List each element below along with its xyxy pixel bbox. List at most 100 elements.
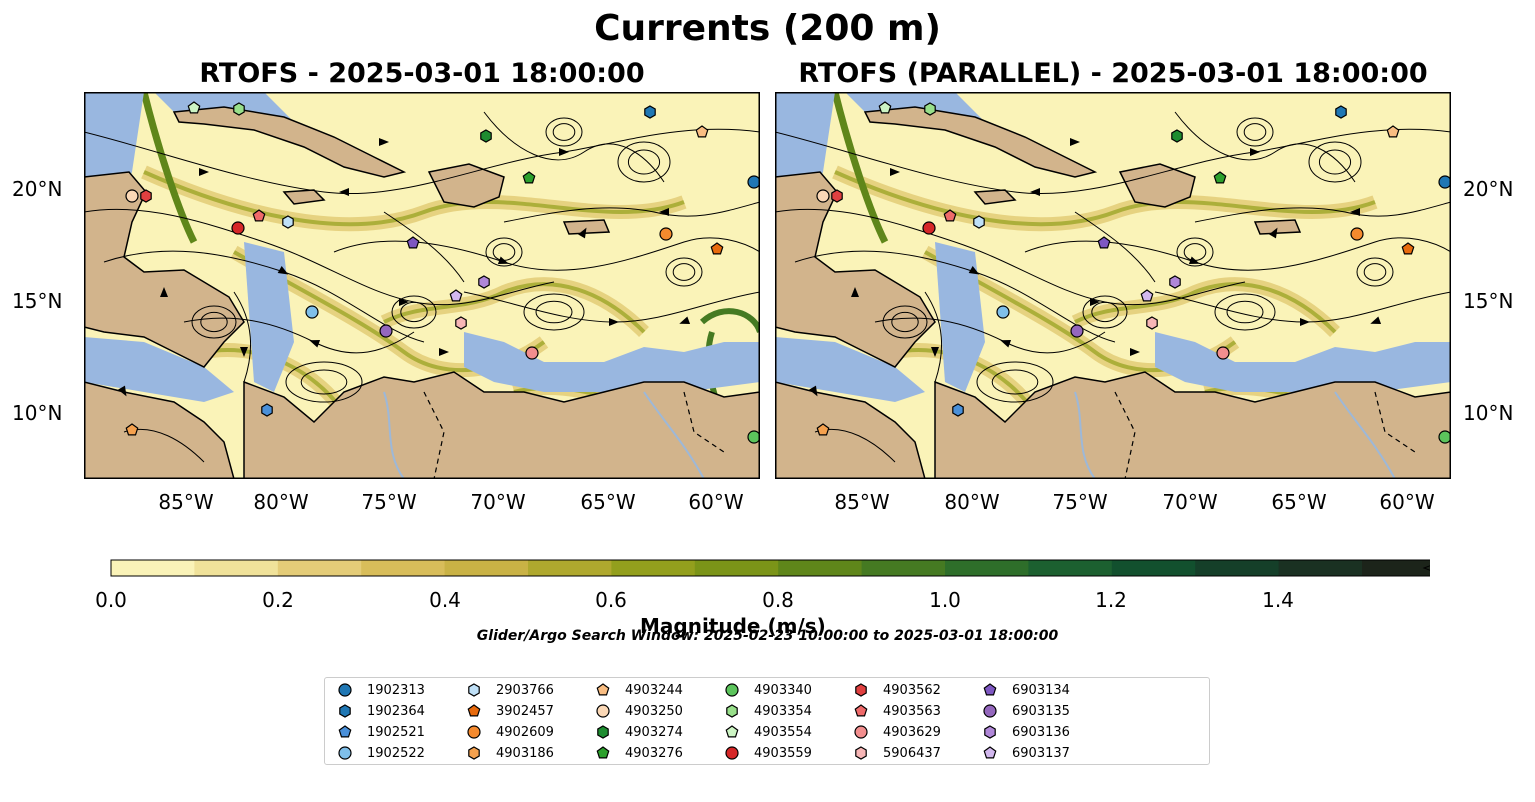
legend-marker-icon[interactable] — [726, 704, 738, 718]
colorbar-segment — [611, 560, 696, 576]
colorbar-segment — [361, 560, 446, 576]
float-marker[interactable] — [1401, 242, 1415, 255]
legend-marker-icon[interactable] — [855, 683, 867, 697]
float-marker[interactable] — [1097, 236, 1111, 249]
float-marker[interactable] — [710, 242, 724, 255]
legend-marker-icon[interactable] — [854, 704, 868, 717]
colorbar-tick: 1.2 — [1095, 588, 1127, 612]
float-marker[interactable] — [1216, 346, 1230, 360]
legend-marker-icon[interactable] — [855, 746, 867, 760]
float-marker[interactable] — [924, 102, 936, 116]
float-marker[interactable] — [231, 221, 245, 235]
legend-marker-icon — [338, 746, 352, 760]
legend-entry: 4903563 — [851, 701, 941, 721]
panel-title-rtofs-parallel: RTOFS (PARALLEL) - 2025-03-01 18:00:00 — [798, 58, 1428, 89]
legend-marker-icon[interactable] — [467, 725, 481, 739]
streamline — [84, 208, 555, 306]
float-marker[interactable] — [952, 403, 964, 417]
float-marker[interactable] — [1213, 171, 1227, 184]
legend-marker-icon[interactable] — [339, 704, 351, 718]
float-marker[interactable] — [125, 189, 139, 203]
legend-marker-icon[interactable] — [725, 725, 739, 738]
colorbar-tick: 1.0 — [929, 588, 961, 612]
float-marker[interactable] — [379, 324, 393, 338]
float-marker[interactable] — [943, 209, 957, 222]
map-panel-rtofs[interactable] — [84, 92, 760, 479]
float-marker[interactable] — [1070, 324, 1084, 338]
float-marker[interactable] — [831, 189, 843, 203]
legend-marker-icon[interactable] — [854, 725, 868, 739]
eddy-streamline — [1236, 117, 1274, 147]
legend-marker-icon[interactable] — [468, 683, 480, 697]
legend-marker-icon[interactable] — [338, 746, 352, 760]
float-marker[interactable] — [1438, 430, 1451, 444]
float-marker[interactable] — [282, 215, 294, 229]
legend-marker-icon[interactable] — [983, 746, 997, 759]
legend-marker-icon[interactable] — [468, 746, 480, 760]
legend-marker-icon[interactable] — [983, 683, 997, 696]
float-marker[interactable] — [695, 125, 709, 138]
float-marker[interactable] — [644, 105, 656, 119]
float-marker[interactable] — [1171, 129, 1183, 143]
float-marker[interactable] — [816, 189, 830, 203]
float-marker[interactable] — [187, 101, 201, 114]
streamline-arrow — [578, 227, 587, 239]
float-marker[interactable] — [973, 215, 985, 229]
float-marker[interactable] — [747, 175, 760, 189]
float-marker[interactable] — [1335, 105, 1347, 119]
legend-entry: 1902313 — [335, 680, 425, 700]
float-marker[interactable] — [1169, 275, 1181, 289]
eddy-streamline — [1091, 301, 1119, 323]
float-marker[interactable] — [1140, 289, 1154, 302]
legend-marker-icon[interactable] — [983, 704, 997, 718]
float-marker[interactable] — [455, 316, 467, 330]
float-marker[interactable] — [996, 305, 1010, 319]
float-marker[interactable] — [922, 221, 936, 235]
float-marker[interactable] — [252, 209, 266, 222]
legend-marker-icon[interactable] — [725, 683, 739, 697]
float-marker[interactable] — [747, 430, 760, 444]
eddy-streamline — [1176, 237, 1214, 267]
x-tick-label: 75°W — [361, 490, 417, 514]
float-marker[interactable] — [522, 171, 536, 184]
river — [1334, 391, 1396, 479]
colorbar-tick: 0.6 — [595, 588, 627, 612]
float-marker[interactable] — [1350, 227, 1364, 241]
legend-marker-icon[interactable] — [596, 746, 610, 759]
x-tick-label: 75°W — [1052, 490, 1108, 514]
legend-marker-icon[interactable] — [338, 725, 352, 738]
float-marker[interactable] — [659, 227, 673, 241]
legend-entry: 6903136 — [980, 722, 1070, 742]
float-marker[interactable] — [1386, 125, 1400, 138]
map-panel-rtofs-parallel[interactable] — [775, 92, 1451, 479]
float-marker[interactable] — [233, 102, 245, 116]
streamline-arrow — [890, 168, 900, 176]
legend-marker-icon[interactable] — [725, 746, 739, 760]
float-marker[interactable] — [140, 189, 152, 203]
float-marker[interactable] — [125, 423, 139, 436]
float-marker[interactable] — [1438, 175, 1451, 189]
float-marker[interactable] — [480, 129, 492, 143]
float-marker[interactable] — [525, 346, 539, 360]
legend-marker-icon[interactable] — [338, 683, 352, 697]
legend-label: 6903134 — [1012, 682, 1070, 698]
float-marker[interactable] — [261, 403, 273, 417]
legend-entry: 1902521 — [335, 722, 425, 742]
legend-marker-icon[interactable] — [467, 704, 481, 717]
legend-marker-icon[interactable] — [596, 683, 610, 696]
legend-label: 4903559 — [754, 745, 812, 761]
float-marker[interactable] — [478, 275, 490, 289]
map-frame — [84, 92, 760, 479]
float-marker[interactable] — [816, 423, 830, 436]
legend-marker-icon[interactable] — [597, 725, 609, 739]
float-marker[interactable] — [449, 289, 463, 302]
float-marker[interactable] — [878, 101, 892, 114]
float-marker[interactable] — [406, 236, 420, 249]
streamline — [503, 201, 760, 223]
float-marker[interactable] — [1146, 316, 1158, 330]
float-marker[interactable] — [305, 305, 319, 319]
legend-marker-icon[interactable] — [596, 704, 610, 718]
streamline-arrow — [1070, 138, 1080, 146]
legend-marker-icon[interactable] — [984, 725, 996, 739]
river — [643, 391, 705, 479]
